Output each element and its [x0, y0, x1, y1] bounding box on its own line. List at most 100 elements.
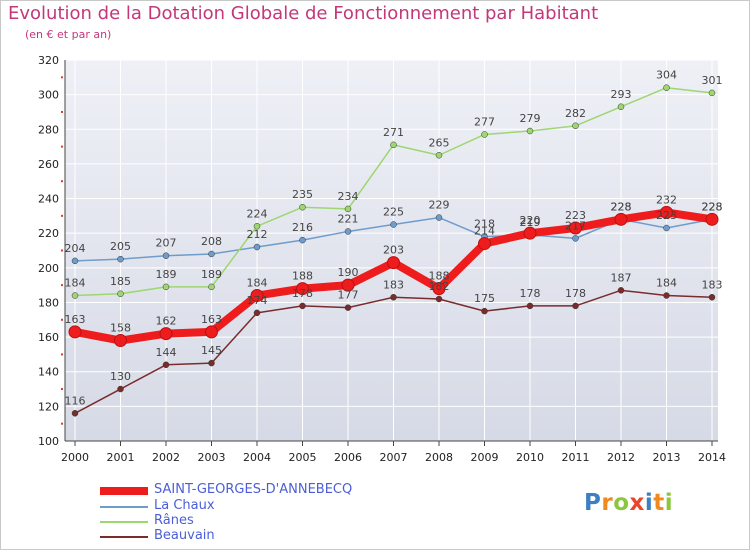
- data-point: [253, 223, 261, 230]
- data-label: 277: [474, 115, 495, 128]
- y-tick-label: 160: [38, 331, 59, 344]
- legend-item-beauvain[interactable]: Beauvain: [100, 528, 420, 544]
- y-minor-tick: [61, 214, 63, 217]
- data-point: [663, 84, 670, 91]
- data-point: [481, 131, 488, 138]
- legend-item-saint-georges[interactable]: SAINT-GEORGES-D'ANNEBECQ: [100, 482, 420, 498]
- x-tick-label: 2005: [289, 451, 317, 464]
- series-3: [71, 287, 716, 417]
- data-point: [162, 283, 170, 291]
- legend-item-ranes[interactable]: Rânes: [100, 513, 420, 529]
- data-point: [617, 287, 625, 294]
- data-label: 216: [292, 221, 313, 234]
- data-label: 214: [474, 225, 495, 238]
- data-label: 177: [338, 289, 359, 302]
- data-labels: 163 158 162 163 184 188 190 203 188 214 220 223 228 2…: [65, 69, 723, 408]
- data-point: [344, 304, 352, 311]
- x-tick-label: 2006: [334, 451, 362, 464]
- y-minor-tick: [61, 422, 63, 425]
- y-minor-tick: [61, 284, 63, 287]
- plot-area: [65, 60, 718, 441]
- x-tick-label: 2009: [471, 451, 499, 464]
- x-tick-label: 2014: [698, 451, 726, 464]
- data-point: [341, 278, 355, 292]
- data-point: [299, 302, 306, 310]
- data-point: [387, 256, 400, 270]
- data-label: 116: [65, 394, 86, 407]
- logo-letter: x: [629, 490, 645, 516]
- data-label: 212: [247, 228, 268, 241]
- logo-letter: t: [653, 490, 665, 516]
- legend-swatch: [100, 521, 148, 523]
- data-point: [708, 294, 716, 301]
- data-point: [663, 224, 670, 232]
- data-label: 183: [702, 278, 723, 291]
- data-point: [481, 307, 488, 315]
- data-label: 279: [520, 112, 541, 125]
- data-label: 220: [520, 214, 541, 227]
- data-point: [208, 250, 215, 258]
- data-label: 228: [611, 200, 632, 213]
- data-label: 235: [292, 188, 313, 201]
- data-point: [117, 290, 124, 298]
- data-label: 188: [429, 270, 450, 283]
- data-point: [68, 325, 82, 339]
- data-label: 208: [201, 235, 222, 248]
- data-point: [114, 334, 127, 348]
- y-tick-label: 120: [38, 400, 59, 413]
- data-label: 224: [247, 207, 268, 220]
- data-point: [569, 221, 582, 235]
- x-tick-label: 2000: [61, 451, 89, 464]
- y-minor-tick: [61, 76, 63, 79]
- data-label: 301: [702, 74, 723, 87]
- data-label: 223: [565, 209, 586, 222]
- x-tick-label: 2002: [152, 451, 180, 464]
- y-minor-tick: [61, 353, 63, 356]
- data-label: 182: [429, 280, 450, 293]
- y-tick-label: 320: [38, 54, 59, 67]
- proxiti-logo: Proxiti: [584, 490, 673, 516]
- data-point: [344, 228, 352, 235]
- y-tick-label: 220: [38, 227, 59, 240]
- data-point: [663, 292, 670, 299]
- legend-item-la-chaux[interactable]: La Chaux: [100, 498, 420, 514]
- x-tick-label: 2012: [607, 451, 635, 464]
- data-label: 217: [565, 219, 586, 232]
- legend-swatch: [100, 487, 148, 495]
- data-label: 190: [338, 266, 359, 279]
- data-label: 183: [383, 278, 404, 291]
- series-layer: [68, 84, 719, 417]
- y-tick-label: 240: [38, 193, 59, 206]
- data-point: [250, 289, 264, 303]
- data-label: 178: [565, 287, 586, 300]
- data-label: 162: [156, 315, 177, 328]
- legend-label: Rânes: [154, 513, 194, 528]
- data-point: [208, 359, 215, 367]
- y-tick-label: 260: [38, 158, 59, 171]
- data-point: [572, 235, 579, 242]
- legend-swatch: [100, 506, 148, 508]
- data-point: [71, 257, 79, 265]
- data-label: 174: [247, 294, 268, 307]
- data-point: [572, 302, 579, 310]
- data-label: 185: [110, 275, 131, 288]
- data-point: [208, 283, 215, 291]
- data-point: [296, 282, 309, 296]
- data-label: 282: [565, 107, 586, 120]
- x-tick-label: 2004: [243, 451, 271, 464]
- data-label: 184: [656, 277, 677, 290]
- series-2: [71, 84, 716, 299]
- chart-title: Evolution de la Dotation Globale de Fonc…: [8, 3, 599, 24]
- y-minor-tick: [61, 180, 63, 183]
- chart-subtitle: (en € et par an): [25, 28, 112, 41]
- plot-background: [65, 60, 718, 441]
- data-label: 163: [201, 313, 222, 326]
- data-point: [117, 255, 124, 263]
- data-label: 228: [611, 200, 632, 213]
- x-tick-label: 2011: [562, 451, 590, 464]
- data-point: [708, 89, 716, 97]
- data-point: [660, 205, 673, 219]
- data-label: 229: [429, 199, 450, 212]
- data-label: 163: [65, 313, 86, 326]
